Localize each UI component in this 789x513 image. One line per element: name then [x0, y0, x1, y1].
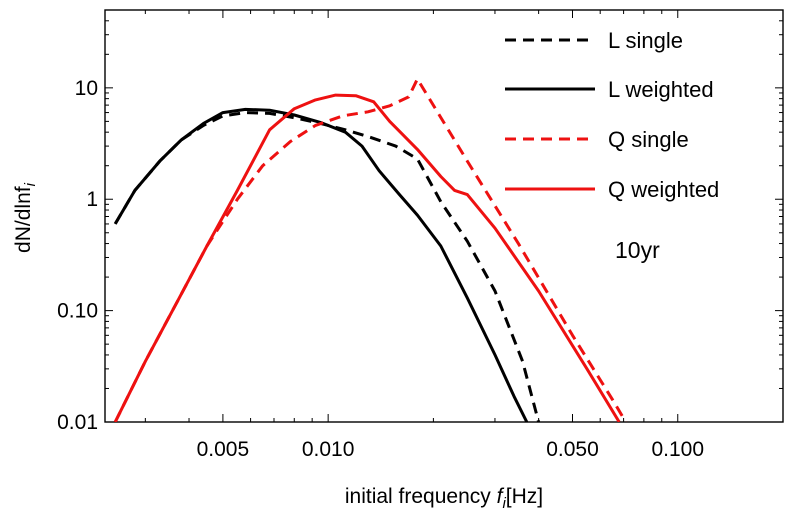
y-axis-label-subscript: i: [22, 182, 39, 186]
legend-label-q-single: Q single: [608, 127, 689, 152]
y-tick-label: 0.01: [57, 411, 98, 434]
x-tick-label: 0.005: [197, 438, 250, 461]
y-tick-label: 10: [75, 77, 98, 100]
x-axis-label-symbol: f: [497, 485, 505, 508]
plot-frame: [104, 9, 784, 423]
legend: L single L weighted Q single Q weighted: [505, 28, 719, 202]
x-tick-label: 0.010: [302, 438, 355, 461]
y-axis-label: dN/dlnfi: [12, 182, 39, 253]
series-line-l-weighted: [113, 107, 529, 422]
y-axis-label-text: dN/dlnf: [12, 186, 35, 253]
y-axis-ticks: 0.01 0.10 1 10: [57, 9, 783, 434]
annotation-10yr: 10yr: [615, 237, 660, 263]
x-tick-label: 0.050: [546, 438, 599, 461]
legend-label-l-single: L single: [608, 28, 683, 53]
x-axis-label: initial frequency fi[Hz]: [345, 485, 543, 512]
legend-label-q-weighted: Q weighted: [608, 177, 719, 202]
x-axis-ticks: 0.005 0.010 0.050 0.100: [144, 10, 784, 461]
series-layer: [113, 77, 628, 422]
legend-label-l-weighted: L weighted: [608, 77, 714, 102]
series-line-l-single: [113, 111, 541, 422]
x-axis-label-text: initial frequency: [345, 485, 491, 508]
series-line-q-weighted: [113, 93, 621, 422]
y-tick-label: 1: [86, 188, 98, 211]
x-axis-label-subscript: i: [502, 495, 506, 512]
x-axis-label-unit: [Hz]: [506, 485, 543, 508]
x-tick-label: 0.100: [651, 438, 704, 461]
y-tick-label: 0.10: [57, 300, 98, 323]
